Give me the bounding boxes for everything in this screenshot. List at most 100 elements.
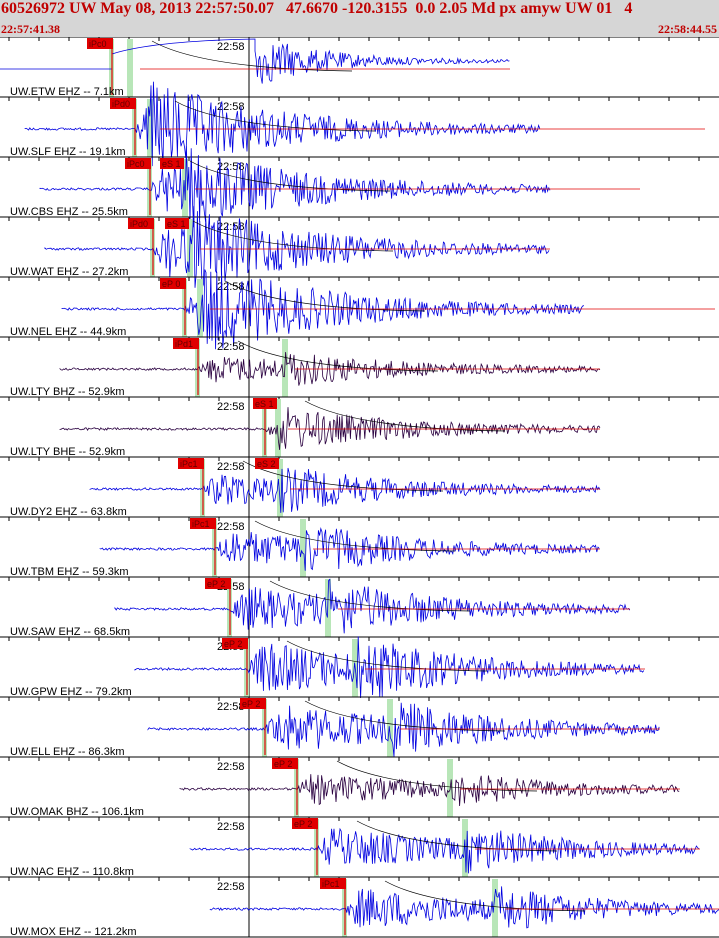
- waveform: [44, 206, 550, 289]
- p-pick-label: iPd1: [175, 339, 193, 349]
- p-pick-label: eP 0: [162, 279, 180, 289]
- station-label: UW.NAC EHZ -- 110.8km: [10, 866, 134, 878]
- waveform: [89, 467, 601, 513]
- s-pick-box: [165, 218, 189, 229]
- coda-fit-curve: [384, 880, 586, 912]
- p-pick-label: iPc1: [322, 879, 340, 889]
- time-marker-label: 22:58: [217, 881, 245, 893]
- p-pick-label: iPd0: [112, 99, 130, 109]
- s-pick-box: [253, 398, 277, 409]
- event-title: 60526972 UW May 08, 2013 22:57:50.07 47.…: [1, 0, 633, 17]
- waveform: [209, 886, 719, 929]
- s-pick-window: [387, 699, 393, 757]
- p-pick-box: [110, 98, 136, 109]
- s-pick-label: eS 1: [167, 219, 186, 229]
- p-pick-box: [178, 458, 204, 469]
- s-pick-window: [277, 459, 283, 517]
- station-label: UW.SAW EHZ -- 68.5km: [10, 626, 130, 638]
- p-pick-label: iPd0: [130, 219, 148, 229]
- coda-fit-curve: [254, 520, 456, 552]
- coda-fit-curve: [224, 280, 426, 312]
- p-pick-box: [190, 518, 216, 529]
- waveform: [61, 269, 585, 350]
- s-pick-window: [275, 399, 281, 457]
- p-pick-label: eP 2: [224, 639, 242, 649]
- waveform: [39, 146, 551, 228]
- p-pick-label: iPc0: [89, 39, 107, 49]
- p-pick-label: iPc1: [192, 519, 210, 529]
- p-pick-box: [128, 218, 154, 229]
- p-pick-box: [173, 338, 199, 349]
- time-marker-label: 22:58: [217, 221, 245, 233]
- coda-fit-curve: [336, 760, 538, 792]
- waveform: [59, 352, 601, 386]
- p-pick-label: eP 2: [274, 759, 292, 769]
- time-marker-label: 22:58: [217, 521, 245, 533]
- waveform: [134, 636, 645, 699]
- p-pick-box: [160, 278, 186, 289]
- time-marker-label: 22:58: [217, 41, 245, 53]
- p-pick-box: [205, 578, 231, 589]
- s-pick-window: [127, 39, 133, 97]
- station-label: UW.SLF EHZ -- 19.1km: [10, 146, 126, 158]
- p-pick-box: [125, 158, 151, 169]
- end-time: 22:58:44.55: [658, 22, 717, 36]
- time-marker-label: 22:58: [217, 101, 245, 113]
- s-pick-label: eS 1: [162, 159, 181, 169]
- header-bar: 60526972 UW May 08, 2013 22:57:50.07 47.…: [0, 0, 719, 37]
- waveform: [99, 527, 600, 571]
- p-pick-label: iPc1: [180, 459, 198, 469]
- coda-fit-curve: [192, 220, 394, 252]
- s-pick-label: eS 2: [257, 459, 276, 469]
- s-pick-window: [492, 879, 498, 937]
- waveform: [59, 407, 601, 450]
- waveform: [114, 578, 631, 634]
- p-pick-label: iPc0: [127, 159, 145, 169]
- station-label: UW.GPW EHZ -- 79.2km: [10, 686, 132, 698]
- p-pick-box: [272, 758, 298, 769]
- station-label: UW.OMAK BHZ -- 106.1km: [10, 806, 144, 818]
- coda-fit-curve: [151, 40, 353, 72]
- waveform: [24, 81, 541, 167]
- coda-fit-curve: [189, 160, 391, 192]
- waveform: [0, 38, 510, 84]
- s-pick-label: eS 1: [255, 399, 274, 409]
- s-pick-window: [182, 159, 188, 217]
- coda-fit-curve: [286, 640, 488, 672]
- s-pick-box: [160, 158, 184, 169]
- coda-fit-curve: [304, 700, 506, 732]
- coda-fit-curve: [356, 820, 558, 852]
- time-marker-label: 22:58: [217, 341, 245, 353]
- station-label: UW.ELL EHZ -- 86.3km: [10, 746, 125, 758]
- time-marker-label: 22:58: [217, 461, 245, 473]
- waveform: [189, 827, 700, 874]
- station-label: UW.TBM EHZ -- 59.3km: [10, 566, 129, 578]
- station-label: UW.NEL EHZ -- 44.9km: [10, 326, 126, 338]
- time-marker-label: 22:58: [217, 701, 245, 713]
- p-pick-box: [87, 38, 113, 49]
- s-pick-window: [147, 99, 153, 157]
- p-pick-box: [292, 818, 318, 829]
- station-label: UW.CBS EHZ -- 25.5km: [10, 206, 128, 218]
- station-label: UW.WAT EHZ -- 27.2km: [10, 266, 128, 278]
- coda-fit-curve: [304, 400, 506, 432]
- time-marker-label: 22:58: [217, 281, 245, 293]
- s-pick-window: [197, 279, 203, 337]
- s-pick-box: [255, 458, 279, 469]
- time-marker-label: 22:58: [217, 821, 245, 833]
- waveform: [179, 774, 680, 807]
- coda-fit-curve: [174, 100, 376, 132]
- p-pick-label: eP 2: [294, 819, 312, 829]
- station-label: UW.LTY BHE -- 52.9km: [10, 446, 125, 458]
- p-pick-box: [240, 698, 266, 709]
- coda-fit-curve: [269, 580, 471, 612]
- p-pick-label: eP 2: [242, 699, 260, 709]
- station-label: UW.MOX EHZ -- 121.2km: [10, 926, 137, 938]
- coda-fit-curve: [237, 340, 439, 372]
- time-marker-label: 22:58: [217, 761, 245, 773]
- p-pick-box: [320, 878, 346, 889]
- time-marker-label: 22:58: [217, 401, 245, 413]
- station-label: UW.DY2 EHZ -- 63.8km: [10, 506, 127, 518]
- start-time: 22:57:41.38: [1, 22, 60, 36]
